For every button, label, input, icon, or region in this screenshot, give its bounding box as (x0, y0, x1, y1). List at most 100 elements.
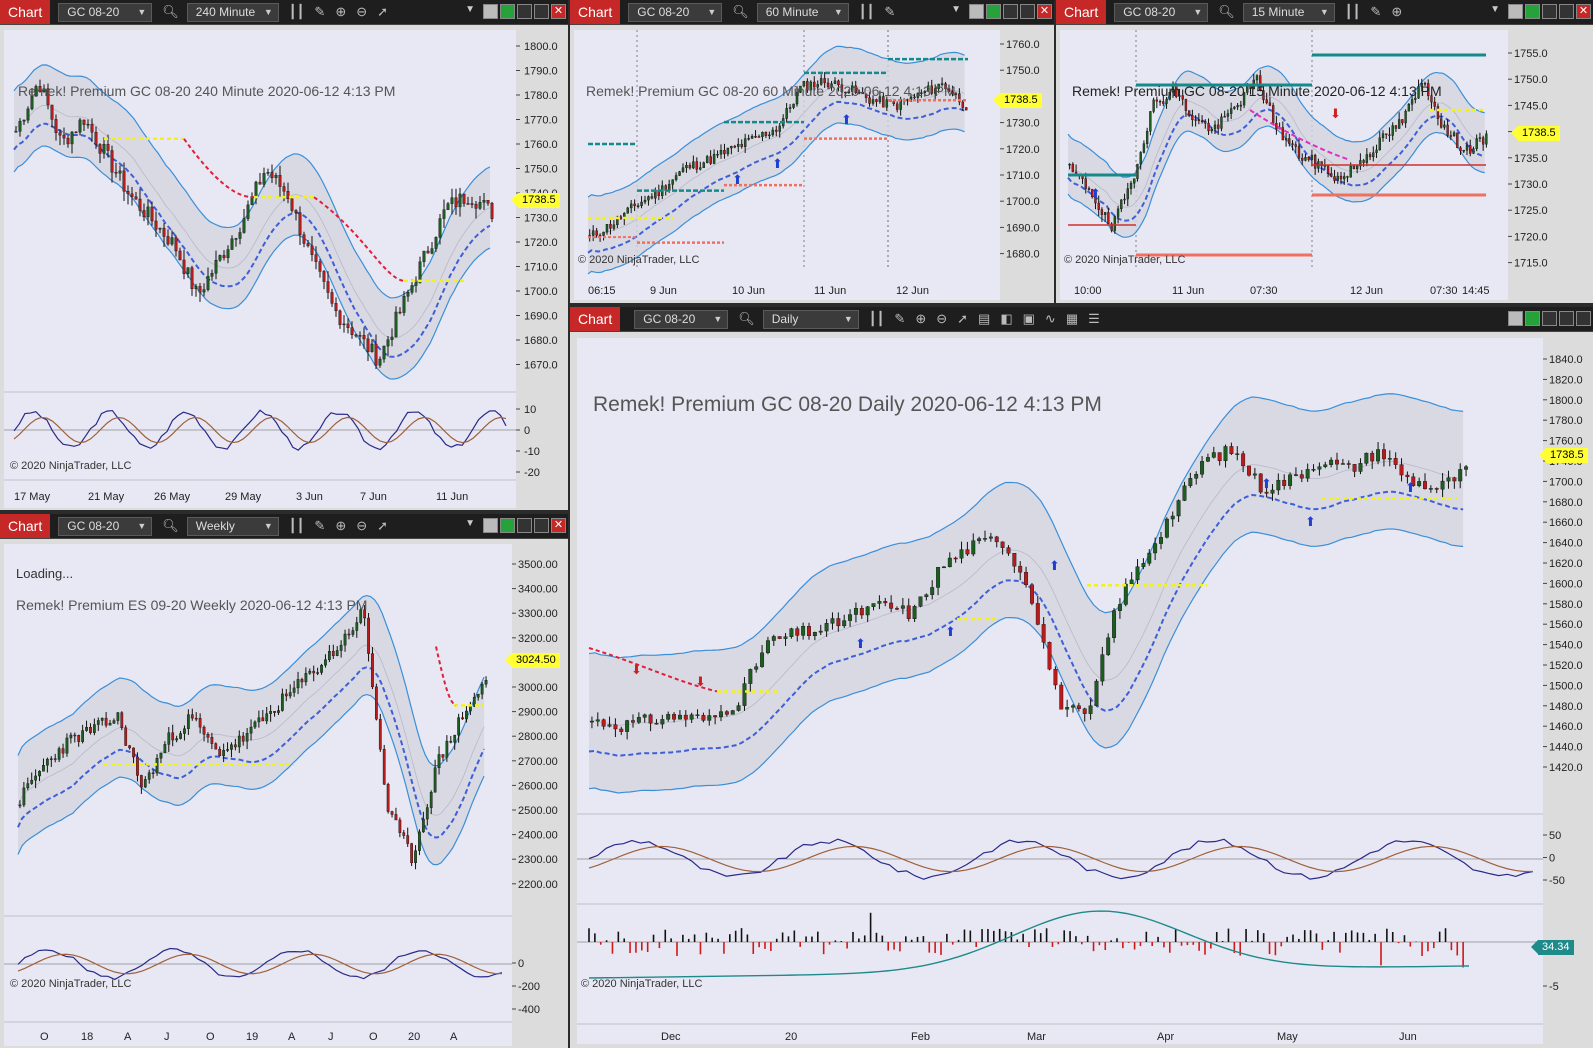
drawing-tool-icon[interactable]: ✎ (314, 518, 326, 533)
search-icon[interactable]: 🔍︎ (162, 518, 179, 533)
link-color-button[interactable] (1525, 311, 1540, 326)
grey-tab-button[interactable] (483, 518, 498, 533)
chart-menu-button[interactable]: Chart (0, 514, 51, 538)
close-button[interactable] (1576, 311, 1591, 326)
zoom-in-icon[interactable]: ⊕ (335, 4, 347, 19)
list-icon[interactable]: ☰ (1088, 311, 1100, 326)
bar-type-icon[interactable]: ┃┃ (288, 518, 305, 533)
search-icon[interactable]: 🔍︎ (162, 4, 179, 19)
drawing-tool-icon[interactable]: ✎ (1370, 4, 1382, 19)
chart-menu-button[interactable]: Chart (0, 0, 51, 24)
candle-body (1220, 116, 1223, 129)
pointer-icon[interactable]: ➚ (957, 311, 969, 326)
zoom-in-icon[interactable]: ⊕ (1391, 4, 1403, 19)
candle-body (1152, 99, 1155, 112)
candle-body (853, 608, 858, 615)
maximize-button[interactable] (1559, 311, 1574, 326)
interval-selector[interactable]: Weekly (186, 516, 279, 536)
minimize-button[interactable] (1003, 4, 1018, 19)
interval-selector[interactable]: 60 Minute (756, 2, 849, 22)
minimize-button[interactable] (517, 518, 532, 533)
price-axis[interactable]: 3500.003400.003300.003200.003100.003000.… (512, 544, 568, 1046)
bar-type-icon[interactable]: ┃┃ (868, 311, 885, 326)
indicators-icon[interactable]: ∿ (1044, 311, 1056, 326)
minimize-button[interactable] (1542, 311, 1557, 326)
price-axis[interactable]: 1755.01750.01745.01740.01735.01730.01725… (1508, 30, 1562, 300)
pointer-icon[interactable]: ➚ (377, 518, 389, 533)
axis-label: 1620.0 (1549, 558, 1583, 570)
screenshot-icon[interactable]: ▣ (1022, 311, 1035, 326)
x-axis-label: A (124, 1031, 132, 1043)
instrument-selector[interactable]: GC 08-20 (58, 2, 153, 22)
candle-body (959, 549, 964, 559)
instrument-selector[interactable]: GC 08-20 (58, 516, 153, 536)
zoom-out-icon[interactable]: ⊖ (356, 4, 368, 19)
price-chart[interactable]: 17 May 21 May 26 May 29 May 3 Jun 7 Jun 11 Jun (4, 30, 516, 508)
search-icon[interactable]: 🔍︎ (1218, 4, 1235, 19)
search-icon[interactable]: 🔍︎ (732, 4, 749, 19)
bar-type-icon[interactable]: ┃┃ (1344, 4, 1361, 19)
candle-body (122, 170, 126, 192)
search-icon[interactable]: 🔍︎ (738, 311, 755, 326)
price-chart[interactable]: ⬇ ⬇ ⬆ ⬆ ⬆ ⬆ ⬆ ⬆ Dec 20 Feb Mar Apr May Jun (577, 338, 1543, 1044)
drawing-tool-icon[interactable]: ✎ (894, 311, 906, 326)
price-axis[interactable]: 1840.01820.01800.01780.01760.01740.01700… (1543, 338, 1593, 1044)
bar-type-icon[interactable]: ┃┃ (288, 4, 305, 19)
link-color-button[interactable] (500, 4, 515, 19)
x-axis-label: 26 May (154, 491, 191, 503)
price-axis[interactable]: 1800.01790.01780.01770.01760.01750.01740… (516, 30, 568, 508)
properties-icon[interactable]: ◧ (1000, 311, 1013, 326)
instrument-selector[interactable]: GC 08-20 (628, 2, 723, 22)
price-chart[interactable]: O 18 A J O 19 A J O 20 A (4, 544, 512, 1046)
drawing-tool-icon[interactable]: ✎ (314, 4, 326, 19)
instrument-selector[interactable]: GC 08-20 (1114, 2, 1209, 22)
chevron-down-icon[interactable]: ▼ (465, 518, 475, 529)
close-button[interactable]: ✕ (1576, 4, 1591, 19)
chevron-down-icon[interactable]: ▼ (1490, 4, 1500, 15)
link-color-button[interactable] (1525, 4, 1540, 19)
maximize-button[interactable] (534, 518, 549, 533)
chart-menu-button[interactable]: Chart (570, 0, 621, 24)
minimize-button[interactable] (517, 4, 532, 19)
link-color-button[interactable] (986, 4, 1001, 19)
grey-tab-button[interactable] (483, 4, 498, 19)
x-axis-label: 11 Jun (436, 491, 468, 503)
interval-selector[interactable]: 15 Minute (1242, 2, 1335, 22)
grey-tab-button[interactable] (1508, 4, 1523, 19)
grey-tab-button[interactable] (1508, 311, 1523, 326)
chart-menu-button[interactable]: Chart (570, 307, 621, 331)
data-box-icon[interactable]: ▤ (978, 311, 991, 326)
close-button[interactable]: ✕ (551, 518, 566, 533)
zoom-out-icon[interactable]: ⊖ (936, 311, 948, 326)
maximize-button[interactable] (1020, 4, 1035, 19)
zoom-in-icon[interactable]: ⊕ (915, 311, 927, 326)
candle-body (994, 536, 999, 543)
zoom-out-icon[interactable]: ⊖ (356, 518, 368, 533)
maximize-button[interactable] (534, 4, 549, 19)
axis-label: 1735.0 (1514, 153, 1548, 165)
chevron-down-icon[interactable]: ▼ (951, 4, 961, 15)
chart-menu-button[interactable]: Chart (1056, 0, 1107, 24)
candle-body (1142, 143, 1146, 153)
maximize-button[interactable] (1559, 4, 1574, 19)
strategies-icon[interactable]: ▦ (1065, 311, 1079, 326)
drawing-tool-icon[interactable]: ✎ (884, 4, 896, 19)
candle-body (1481, 137, 1485, 145)
bar-type-icon[interactable]: ┃┃ (858, 4, 875, 19)
price-axis[interactable]: 1760.01750.01740.01730.01720.01710.01700… (1000, 30, 1054, 300)
price-chart[interactable]: ⬆ ⬇ 10:00 11 Jun 07:30 12 Jun 07:30 14:45 (1060, 30, 1508, 300)
interval-selector[interactable]: Daily (762, 309, 859, 329)
price-chart[interactable]: ⬆ ⬆ ⬆ 06:15 9 Jun 10 Jun 11 Jun 12 Jun (574, 30, 1000, 300)
pointer-icon[interactable]: ➚ (377, 4, 389, 19)
close-button[interactable]: ✕ (551, 4, 566, 19)
close-button[interactable]: ✕ (1037, 4, 1052, 19)
instrument-selector[interactable]: GC 08-20 (634, 309, 729, 329)
zoom-in-icon[interactable]: ⊕ (335, 518, 347, 533)
axis-label: 1640.0 (1549, 538, 1583, 550)
chevron-down-icon[interactable]: ▼ (465, 4, 475, 15)
interval-selector[interactable]: 240 Minute (186, 2, 279, 22)
grey-tab-button[interactable] (969, 4, 984, 19)
candle-body (625, 720, 630, 732)
link-color-button[interactable] (500, 518, 515, 533)
minimize-button[interactable] (1542, 4, 1557, 19)
